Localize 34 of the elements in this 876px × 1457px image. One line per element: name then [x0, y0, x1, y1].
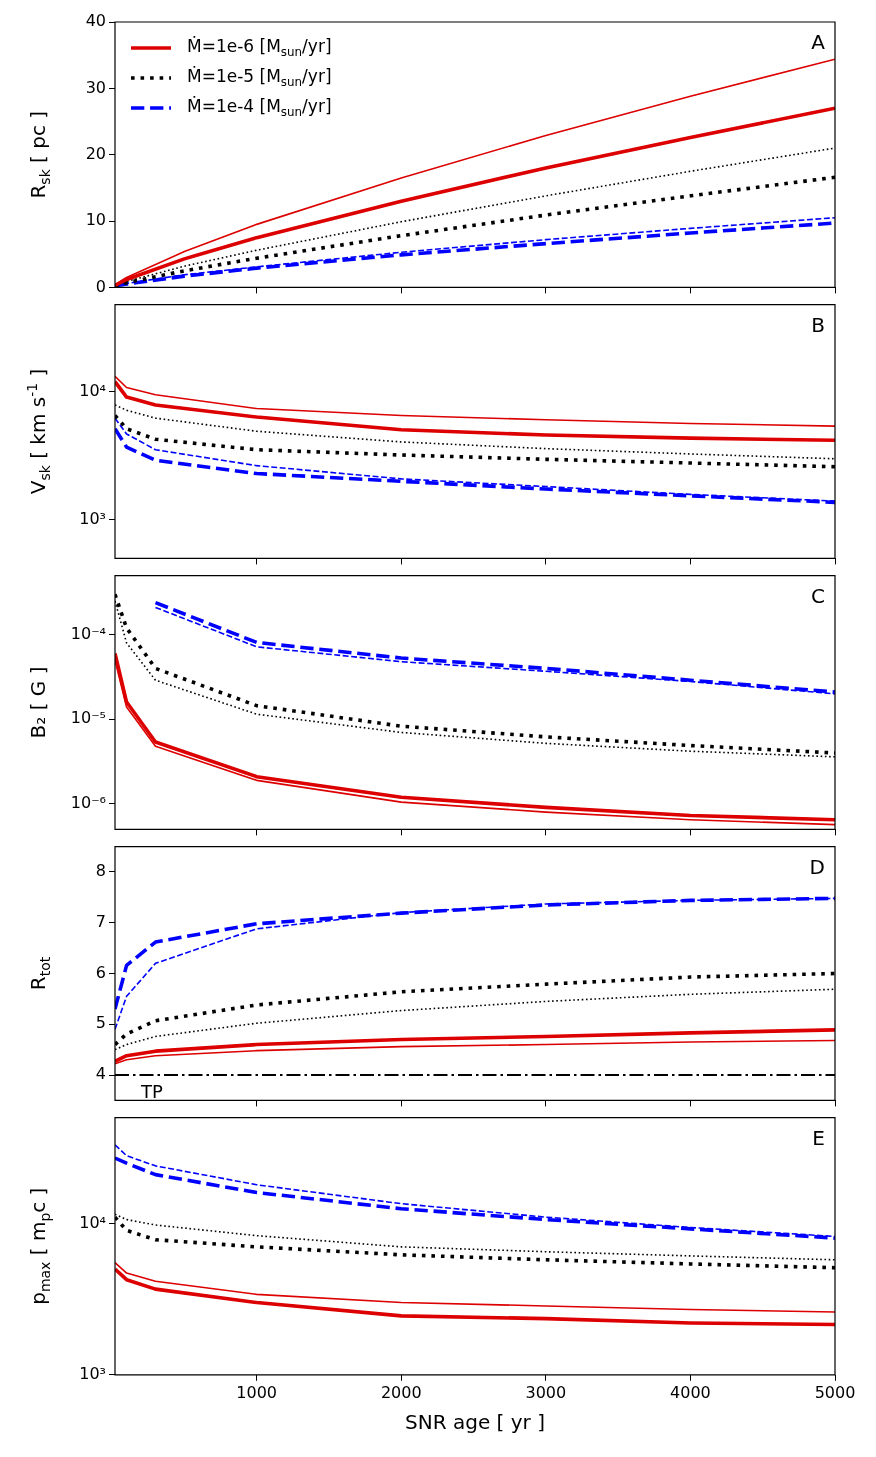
y-axis-title: Vsk [ km s-1 ]	[23, 368, 53, 495]
ref-line-label: TP	[140, 1080, 163, 1102]
annotation: B	[811, 312, 826, 337]
y-tick-label: 10³	[79, 509, 106, 529]
annotation: C	[811, 583, 825, 608]
y-tick-label: 0	[95, 276, 106, 296]
x-tick-label: 2000	[380, 1382, 422, 1402]
y-axis-title: Rtot	[26, 956, 53, 991]
y-tick-label: 4	[95, 1064, 106, 1084]
y-tick-label: 10	[85, 210, 106, 230]
y-tick-label: 6	[95, 962, 106, 982]
y-tick-label: 10³	[79, 1363, 106, 1383]
y-tick-label: 30	[85, 77, 106, 97]
y-tick-label: 10⁻⁶	[70, 793, 106, 813]
y-tick-label: 8	[95, 861, 106, 881]
y-axis-title: pmax [ mpc ]	[26, 1187, 53, 1305]
annotation: E	[812, 1125, 825, 1150]
x-tick-label: 4000	[670, 1382, 711, 1402]
x-tick-label: 1000	[236, 1382, 278, 1402]
y-tick-label: 10⁻⁴	[70, 623, 106, 643]
x-axis-title: SNR age [ yr ]	[405, 1410, 545, 1435]
y-tick-label: 7	[95, 911, 106, 931]
y-axis-title: B₂ [ G ]	[26, 666, 51, 739]
y-tick-label: 5	[95, 1013, 106, 1033]
x-tick-label: 3000	[525, 1382, 567, 1402]
annotation: D	[809, 854, 826, 879]
x-tick-label: 5000	[814, 1382, 856, 1402]
y-tick-label: 10⁴	[79, 380, 106, 400]
y-axis-title: Rsk [ pc ]	[26, 110, 53, 199]
y-tick-label: 20	[85, 143, 106, 163]
y-tick-label: 40	[85, 11, 106, 31]
y-tick-label: 10⁴	[79, 1212, 106, 1232]
annotation: A	[811, 30, 826, 55]
y-tick-label: 10⁻⁵	[70, 708, 106, 728]
